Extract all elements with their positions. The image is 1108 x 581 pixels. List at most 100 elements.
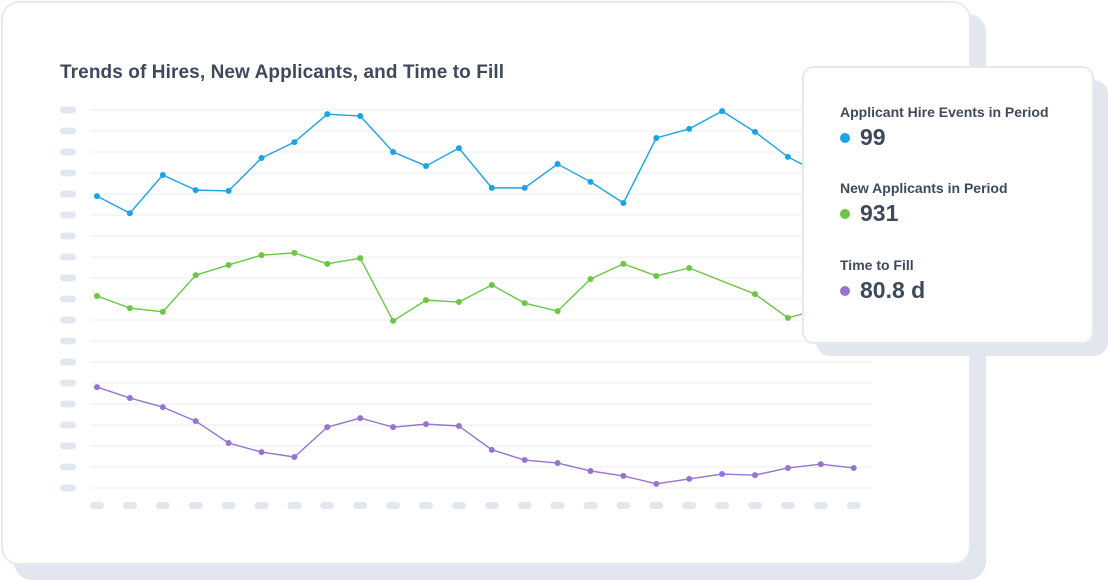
applicants-dot-icon	[840, 208, 850, 219]
data-point[interactable]	[850, 464, 857, 471]
y-tick-placeholder	[60, 127, 76, 135]
data-point[interactable]	[357, 415, 364, 422]
data-point[interactable]	[258, 252, 265, 259]
data-point[interactable]	[94, 193, 100, 200]
data-point[interactable]	[455, 299, 462, 306]
data-point[interactable]	[686, 475, 693, 482]
data-point[interactable]	[620, 472, 627, 479]
data-point[interactable]	[686, 125, 693, 132]
data-point[interactable]	[752, 472, 758, 479]
data-point[interactable]	[423, 421, 429, 428]
data-point[interactable]	[423, 162, 429, 169]
data-point[interactable]	[357, 255, 364, 262]
data-point[interactable]	[587, 275, 594, 282]
data-point[interactable]	[784, 153, 791, 160]
data-point[interactable]	[258, 449, 265, 456]
series-line-1[interactable]	[96, 252, 821, 322]
x-tick-placeholder	[813, 502, 828, 509]
data-point[interactable]	[620, 199, 627, 206]
data-point[interactable]	[784, 464, 791, 471]
data-point[interactable]	[225, 440, 232, 447]
data-point[interactable]	[521, 300, 528, 307]
data-point[interactable]	[488, 184, 495, 191]
data-point[interactable]	[126, 305, 133, 312]
data-point[interactable]	[324, 424, 331, 431]
data-point[interactable]	[258, 155, 265, 162]
data-point[interactable]	[455, 423, 462, 430]
metric-time-to-fill: Time to Fill 80.8 d	[840, 257, 925, 304]
data-point[interactable]	[554, 308, 561, 315]
data-point[interactable]	[752, 128, 758, 135]
metric-hires: Applicant Hire Events in Period 99	[840, 104, 1049, 151]
y-tick-placeholder	[60, 463, 76, 471]
data-point[interactable]	[291, 454, 298, 461]
y-tick-placeholder	[60, 358, 76, 366]
series-line-2[interactable]	[96, 386, 854, 485]
data-point[interactable]	[784, 314, 791, 321]
data-point[interactable]	[554, 161, 561, 168]
data-point[interactable]	[686, 265, 693, 272]
data-point[interactable]	[587, 467, 594, 474]
data-point[interactable]	[390, 317, 397, 324]
data-point[interactable]	[521, 457, 528, 464]
data-point[interactable]	[455, 145, 462, 152]
series-line-0[interactable]	[96, 110, 822, 214]
data-point[interactable]	[94, 292, 100, 299]
y-tick-placeholder	[60, 190, 76, 198]
metric-value: 931	[860, 200, 899, 226]
x-tick-placeholder	[780, 502, 795, 509]
y-tick-placeholder	[60, 211, 76, 219]
metric-label: New Applicants in Period	[840, 180, 1008, 196]
data-point[interactable]	[719, 108, 726, 115]
data-point[interactable]	[719, 471, 726, 478]
x-tick-placeholder	[616, 502, 631, 509]
data-point[interactable]	[357, 113, 364, 120]
y-tick-placeholder	[60, 106, 76, 114]
tooltip-card: Applicant Hire Events in Period 99 New A…	[802, 66, 1094, 344]
data-point[interactable]	[291, 139, 298, 146]
data-point[interactable]	[192, 272, 199, 279]
data-point[interactable]	[159, 308, 166, 315]
x-tick-placeholder	[748, 502, 762, 509]
data-point[interactable]	[159, 404, 166, 411]
data-point[interactable]	[488, 282, 495, 289]
data-point[interactable]	[94, 384, 100, 391]
metric-label: Time to Fill	[840, 257, 914, 273]
data-point[interactable]	[587, 178, 594, 185]
x-tick-placeholder	[715, 502, 730, 509]
metric-value: 80.8 d	[860, 277, 926, 303]
data-point[interactable]	[390, 424, 397, 431]
data-point[interactable]	[817, 461, 824, 468]
x-tick-placeholder	[155, 502, 170, 509]
data-point[interactable]	[225, 261, 232, 268]
data-point[interactable]	[324, 111, 331, 118]
data-point[interactable]	[126, 395, 133, 402]
data-point[interactable]	[390, 148, 397, 155]
y-tick-placeholder	[60, 400, 76, 408]
data-point[interactable]	[291, 249, 298, 256]
data-point[interactable]	[620, 260, 627, 267]
x-tick-placeholder	[320, 502, 335, 509]
data-point[interactable]	[192, 418, 199, 425]
x-tick-placeholder	[451, 502, 466, 509]
data-point[interactable]	[653, 480, 660, 487]
data-point[interactable]	[192, 187, 199, 194]
metric-applicants: New Applicants in Period 931	[840, 180, 1008, 227]
data-point[interactable]	[521, 184, 528, 191]
data-point[interactable]	[126, 210, 133, 217]
data-point[interactable]	[225, 187, 232, 194]
data-point[interactable]	[423, 297, 429, 304]
y-tick-placeholder	[60, 337, 76, 345]
data-point[interactable]	[488, 446, 495, 453]
y-tick-placeholder	[60, 442, 76, 450]
data-point[interactable]	[159, 172, 166, 179]
data-point[interactable]	[653, 272, 660, 279]
time-to-fill-dot-icon	[840, 285, 850, 296]
y-tick-placeholder	[60, 379, 76, 387]
data-point[interactable]	[554, 460, 561, 467]
data-point[interactable]	[324, 260, 331, 267]
x-tick-placeholder	[846, 502, 861, 509]
y-tick-placeholder	[60, 484, 76, 492]
data-point[interactable]	[653, 134, 660, 141]
data-point[interactable]	[752, 291, 758, 298]
